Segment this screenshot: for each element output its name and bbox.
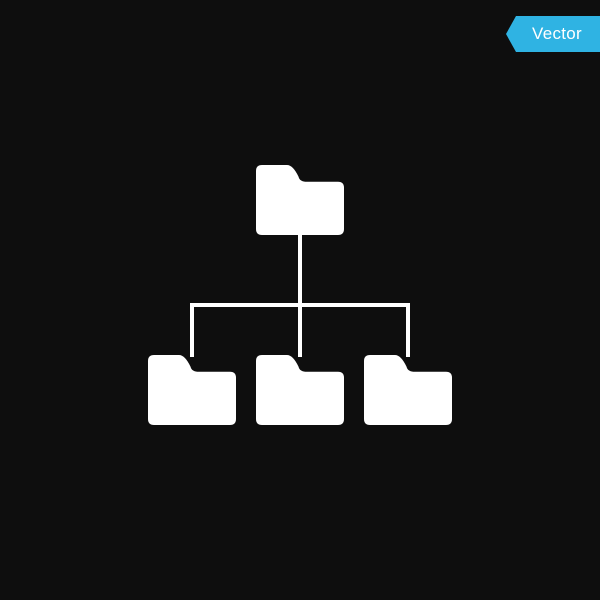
folder-icon (364, 355, 452, 425)
folder-tree-diagram (0, 0, 600, 600)
folder-icon (256, 165, 344, 235)
folder-icon (148, 355, 236, 425)
folder-tree-icon (0, 0, 600, 600)
folder-icon (256, 355, 344, 425)
